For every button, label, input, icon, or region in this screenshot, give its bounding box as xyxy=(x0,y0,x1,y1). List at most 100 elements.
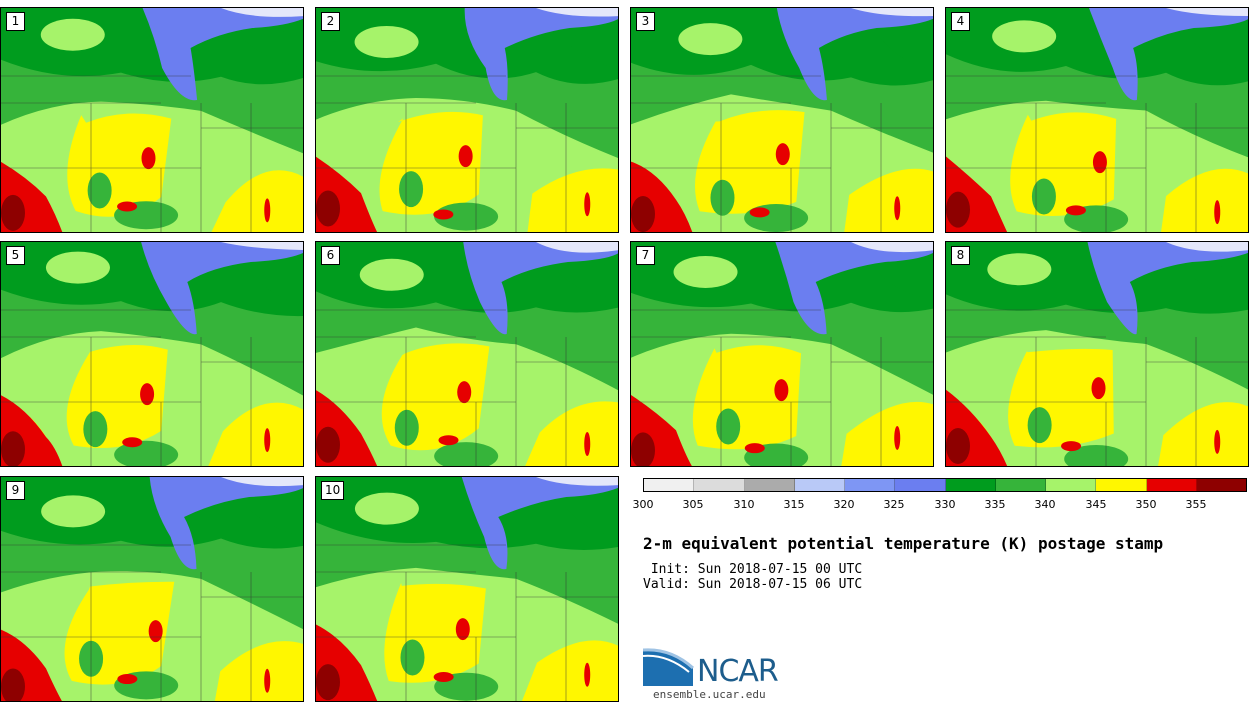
theta-e-340-345-patch xyxy=(673,255,738,288)
member-label: 7 xyxy=(636,246,655,265)
theta-e-below-320-region xyxy=(1166,8,1248,16)
theta-e-340-345-patch xyxy=(992,20,1057,53)
theta-e-350-355-cell xyxy=(141,147,156,170)
theta-e-350-355-cell xyxy=(1061,441,1082,452)
theta-e-350-355-cell xyxy=(438,435,459,446)
member-label: 5 xyxy=(6,246,25,265)
theta-e-350-355-cell xyxy=(584,192,591,217)
theta-e-345-350-southeast xyxy=(844,168,933,232)
state-borders xyxy=(946,75,1248,232)
theta-e-350-355-cell xyxy=(264,198,271,223)
theta-e-below-320-region xyxy=(851,242,933,253)
state-borders xyxy=(946,309,1248,466)
state-borders xyxy=(631,75,933,232)
theta-e-below-320-region xyxy=(221,8,303,17)
colorbar-segment xyxy=(694,479,745,491)
colorbar-segment xyxy=(995,479,1046,491)
theta-e-345-350-southeast xyxy=(1158,402,1248,466)
colorbar-tick: 355 xyxy=(1185,498,1207,511)
member-panel-9[interactable]: 9 xyxy=(0,476,304,702)
theta-e-above-355-southwest xyxy=(1,194,25,231)
theta-e-350-355-cell xyxy=(774,379,789,402)
site-url: ensemble.ucar.edu xyxy=(653,688,766,701)
theta-e-above-355-southwest xyxy=(316,426,340,463)
theta-e-350-355-cell xyxy=(1214,200,1221,225)
theta-e-below-320-region xyxy=(536,477,618,486)
state-borders xyxy=(316,75,618,232)
ncar-logo-icon xyxy=(643,648,695,686)
theta-e-330-335-lobe xyxy=(565,497,618,538)
theta-e-below-320-region xyxy=(1166,242,1248,252)
member-panel-1[interactable]: 1 xyxy=(0,7,304,233)
theta-e-335-340-blob xyxy=(1027,407,1052,444)
theta-e-340-345-patch xyxy=(354,492,419,525)
theta-e-350-355-cell xyxy=(749,207,770,218)
theta-e-350-355-cell xyxy=(148,620,163,643)
theta-e-above-355-southwest xyxy=(316,664,340,701)
state-borders xyxy=(316,544,618,701)
member-panel-2[interactable]: 2 xyxy=(315,7,619,233)
member-map-10 xyxy=(316,477,618,701)
colorbar-tick: 320 xyxy=(833,498,855,511)
ncar-logo-text: NCAR xyxy=(697,654,779,689)
theta-e-350-355-cell xyxy=(775,143,790,166)
theta-e-350-355-cell xyxy=(433,671,454,682)
theta-e-345-350-southeast xyxy=(214,641,303,701)
theta-e-350-355-cell xyxy=(458,145,473,168)
theta-e-340-345-patch xyxy=(41,495,106,528)
theta-e-330-335-lobe xyxy=(246,497,303,537)
member-panel-7[interactable]: 7 xyxy=(630,241,934,467)
theta-e-above-355-southwest xyxy=(946,427,970,464)
theta-e-335-340-blob xyxy=(434,442,499,466)
theta-e-335-340-blob xyxy=(434,202,499,231)
member-map-3 xyxy=(631,8,933,232)
theta-e-340-345-patch xyxy=(987,253,1052,286)
theta-e-320-330-region xyxy=(142,8,303,101)
theta-e-below-320-region xyxy=(221,242,303,250)
theta-e-330-335-lobe xyxy=(558,262,618,298)
colorbar-tick: 350 xyxy=(1135,498,1157,511)
theta-e-330-335-lobe xyxy=(877,262,933,299)
colorbar-tick: 345 xyxy=(1085,498,1107,511)
member-panel-6[interactable]: 6 xyxy=(315,241,619,467)
member-panel-5[interactable]: 5 xyxy=(0,241,304,467)
theta-e-345-350-southeast xyxy=(525,401,618,466)
colorbar xyxy=(643,478,1247,492)
member-panel-4[interactable]: 4 xyxy=(945,7,1249,233)
theta-e-335-340-blob xyxy=(87,172,112,209)
member-map-9 xyxy=(1,477,303,701)
colorbar-segment xyxy=(794,479,845,491)
colorbar-tick: 310 xyxy=(733,498,755,511)
theta-e-335-340-blob xyxy=(744,204,809,232)
theta-e-below-320-region xyxy=(851,8,933,17)
colorbar-tick: 315 xyxy=(783,498,805,511)
theta-e-340-345-patch xyxy=(45,251,110,284)
theta-e-320-330-region xyxy=(141,242,303,335)
colorbar-tick: 305 xyxy=(682,498,704,511)
colorbar-segment xyxy=(1046,479,1097,491)
theta-e-below-320-region xyxy=(221,477,303,487)
theta-e-345-350-southeast xyxy=(211,170,303,232)
colorbar-segment xyxy=(744,479,795,491)
member-map-7 xyxy=(631,242,933,466)
member-panel-3[interactable]: 3 xyxy=(630,7,934,233)
theta-e-350-355-cell xyxy=(433,209,454,220)
theta-e-350-355-cell xyxy=(894,196,901,221)
state-borders xyxy=(1,544,303,701)
theta-e-above-355-southwest xyxy=(1,668,25,701)
member-panel-8[interactable]: 8 xyxy=(945,241,1249,467)
theta-e-350-355-cell xyxy=(122,437,143,448)
member-map-1 xyxy=(1,8,303,232)
theta-e-320-330-region xyxy=(1088,8,1248,101)
member-panel-10[interactable]: 10 xyxy=(315,476,619,702)
state-borders xyxy=(316,309,618,466)
colorbar-tick: 340 xyxy=(1034,498,1056,511)
theta-e-above-355-southwest xyxy=(316,190,340,227)
theta-e-below-320-region xyxy=(536,8,618,17)
theta-e-350-355-cell xyxy=(584,432,591,457)
theta-e-320-330-region xyxy=(461,477,618,570)
theta-e-320-330-region xyxy=(1087,242,1248,335)
theta-e-320-330-region xyxy=(464,8,618,101)
colorbar-segment xyxy=(1096,479,1147,491)
colorbar-segment xyxy=(895,479,946,491)
